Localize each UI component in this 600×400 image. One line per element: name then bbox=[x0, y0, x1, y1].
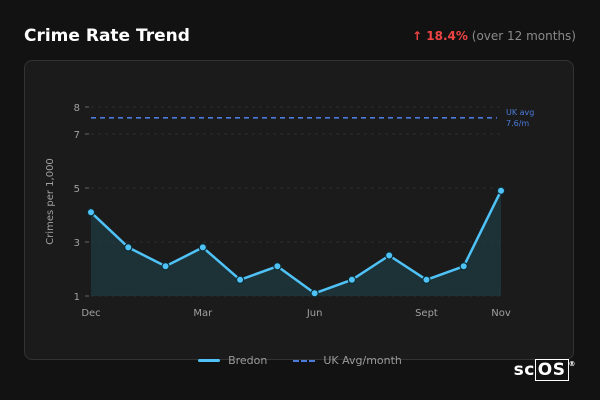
y-tick-label: 1 bbox=[74, 292, 80, 303]
data-point bbox=[384, 251, 394, 260]
data-point bbox=[86, 208, 96, 217]
change-indicator: ↑ 18.4% (over 12 months) bbox=[412, 29, 576, 43]
data-point bbox=[235, 275, 245, 284]
chart-legend: Bredon UK Avg/month bbox=[0, 354, 600, 367]
y-tick-label: 5 bbox=[74, 184, 80, 195]
legend-label-reference: UK Avg/month bbox=[323, 354, 402, 367]
x-tick-label: Nov bbox=[491, 308, 511, 319]
data-point bbox=[124, 243, 133, 252]
y-tick-label: 7 bbox=[74, 130, 80, 141]
legend-swatch-reference bbox=[293, 359, 316, 362]
change-note: (over 12 months) bbox=[471, 29, 576, 43]
x-tick-label: Jun bbox=[306, 308, 323, 319]
y-axis-label: Crimes per 1,000 bbox=[45, 158, 56, 245]
x-tick-label: Sept bbox=[415, 308, 438, 319]
data-point bbox=[161, 262, 170, 271]
data-point bbox=[310, 289, 319, 298]
legend-label-series: Bredon bbox=[228, 354, 268, 367]
series-line bbox=[90, 190, 503, 295]
data-point bbox=[273, 262, 282, 271]
legend-swatch-series bbox=[198, 359, 221, 362]
data-point bbox=[459, 262, 468, 271]
legend-item-reference[interactable]: UK Avg/month bbox=[293, 354, 402, 367]
data-point bbox=[347, 275, 357, 284]
data-point bbox=[422, 275, 431, 284]
reference-value-label: 7.6/m bbox=[506, 119, 529, 128]
y-tick-label: 3 bbox=[74, 238, 80, 249]
change-value: ↑ 18.4% bbox=[412, 29, 468, 43]
x-tick-label: Mar bbox=[193, 308, 213, 319]
legend-item-series[interactable]: Bredon bbox=[198, 354, 267, 367]
reference-label: UK avg bbox=[506, 108, 534, 117]
chart-title: Crime Rate Trend bbox=[24, 26, 190, 46]
brand-logo: sc OS ® bbox=[513, 359, 576, 381]
series-area bbox=[91, 190, 501, 296]
data-point bbox=[496, 186, 506, 195]
chart-card bbox=[24, 60, 574, 360]
x-tick-label: Dec bbox=[81, 308, 100, 319]
data-point bbox=[198, 243, 208, 252]
y-tick-label: 8 bbox=[74, 103, 80, 114]
